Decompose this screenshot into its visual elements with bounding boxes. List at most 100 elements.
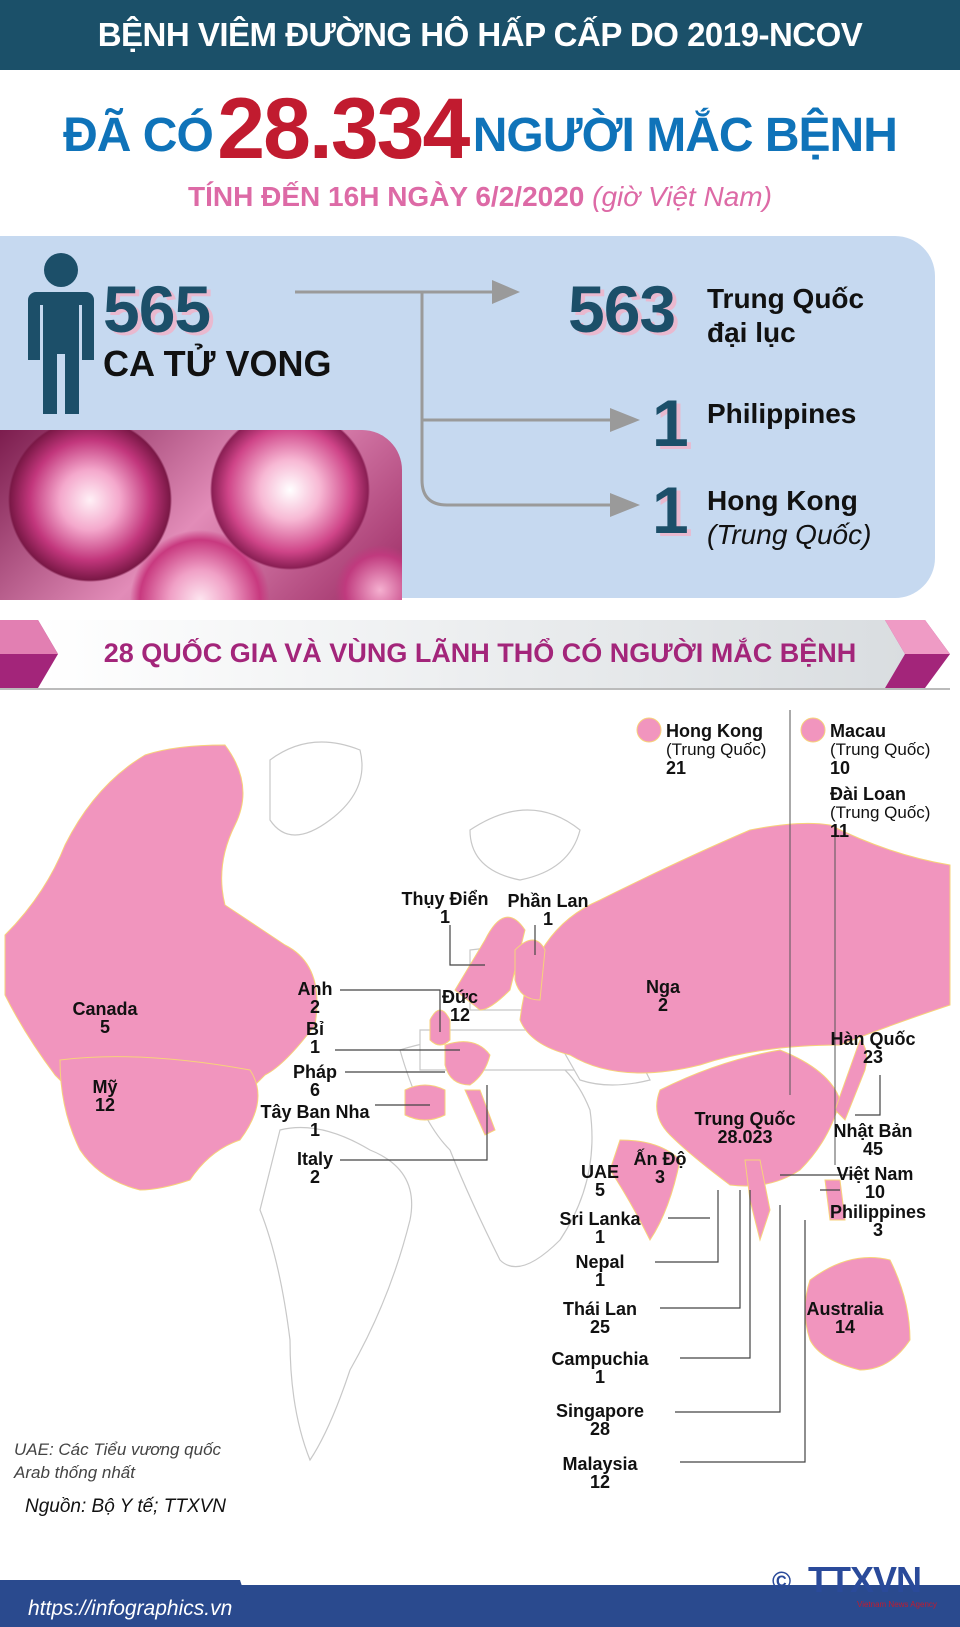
country-label: Phần Lan 1 [507, 892, 588, 928]
country-name: Thụy Điển [401, 889, 489, 909]
country-label: Australia 14 [806, 1300, 883, 1336]
country-label: Sri Lanka 1 [559, 1210, 640, 1246]
deaths-label: CA TỬ VONG [103, 343, 332, 384]
country-label: Pháp 6 [293, 1063, 337, 1099]
country-count: 28.023 [717, 1127, 773, 1147]
country-name: Nga [645, 977, 681, 997]
country-count: 12 [449, 1005, 471, 1025]
deaths-place-philippines: Philippines [707, 398, 857, 429]
country-label: Tây Ban Nha 1 [260, 1103, 369, 1139]
country-name: Canada [72, 999, 138, 1019]
country-name: Việt Nam [836, 1164, 914, 1184]
world-map [4, 710, 951, 1463]
country-name: Bỉ [306, 1019, 324, 1039]
country-count: 3 [872, 1220, 884, 1240]
country-name: Philippines [829, 1202, 927, 1222]
deaths-count-hongkong: 1 [652, 473, 689, 547]
territory-hongkong: Hong Kong (Trung Quốc) 21 [666, 721, 767, 778]
country-name: Singapore [555, 1401, 645, 1421]
country-label: Bỉ 1 [306, 1020, 324, 1056]
footer-url[interactable]: https://infographics.vn [28, 1597, 233, 1620]
headline-suffix: NGƯỜI MẮC BỆNH [472, 109, 898, 162]
country-label: Campuchia 1 [551, 1350, 648, 1386]
virus-image [0, 430, 402, 600]
footer-bar [0, 1580, 960, 1627]
country-count: 12 [94, 1095, 116, 1115]
country-label: Mỹ 12 [92, 1078, 117, 1114]
country-label: Philippines 3 [830, 1203, 926, 1239]
banner-title: 28 QUỐC GIA VÀ VÙNG LÃNH THỔ CÓ NGƯỜI MẮ… [103, 638, 857, 668]
country-label: UAE 5 [581, 1163, 619, 1199]
headline: ĐÃ CÓ 28.334 NGƯỜI MẮC BỆNH [0, 86, 960, 172]
country-count: 2 [657, 995, 669, 1015]
country-label: Canada 5 [72, 1000, 137, 1036]
country-name: Campuchia [551, 1349, 649, 1369]
country-count: 3 [654, 1167, 665, 1187]
country-count: 12 [589, 1472, 611, 1492]
country-count: 1 [542, 909, 554, 929]
copyright-icon: © [772, 1566, 792, 1596]
country-label: Đức 12 [442, 988, 478, 1024]
country-count: 10 [864, 1182, 886, 1202]
country-count: 45 [862, 1139, 884, 1159]
country-count: 6 [309, 1080, 321, 1100]
country-name: Trung Quốc [694, 1109, 796, 1129]
headline-number: 28.334 [217, 81, 470, 177]
subtitle: TÍNH ĐẾN 16H NGÀY 6/2/2020 (giờ Việt Nam… [0, 180, 960, 214]
country-name: Sri Lanka [559, 1209, 641, 1229]
country-label: Ấn Độ 3 [634, 1150, 687, 1186]
logo-subtitle: Vietnam News Agency [857, 1600, 937, 1609]
country-label: Trung Quốc 28.023 [695, 1110, 796, 1146]
country-name: Nhật Bản [833, 1121, 913, 1141]
source: Nguồn: Bộ Y tế; TTXVN [25, 1496, 227, 1517]
banner-bg [0, 620, 950, 690]
deaths-place-china: Trung Quốc đại lục [707, 283, 865, 348]
country-name: Malaysia [562, 1454, 638, 1474]
country-count: 5 [99, 1017, 110, 1037]
country-name: Phần Lan [507, 891, 589, 911]
uae-note: UAE: Các Tiểu vương quốc Arab thống nhất [14, 1440, 222, 1482]
country-label: Hàn Quốc 23 [830, 1030, 915, 1066]
country-label: Singapore 28 [556, 1402, 644, 1438]
country-name: Anh [297, 979, 333, 999]
territory-taiwan: Đài Loan (Trung Quốc) 11 [830, 784, 931, 841]
breakdown-arrows [295, 280, 640, 517]
country-name: Pháp [292, 1062, 338, 1082]
territory-macau: Macau (Trung Quốc) 10 [830, 721, 931, 778]
country-count: 14 [834, 1317, 856, 1337]
deaths-place-hongkong: Hong Kong (Trung Quốc) [707, 485, 872, 550]
ttxvn-logo: TTXVN [808, 1559, 922, 1600]
country-count: 5 [594, 1180, 606, 1200]
country-label: Malaysia 12 [562, 1455, 637, 1491]
country-name: Đức [441, 987, 479, 1007]
country-count: 1 [309, 1037, 320, 1057]
deaths-total: 565 [103, 272, 211, 346]
deaths-count-china: 563 [568, 272, 676, 346]
country-count: 1 [594, 1367, 605, 1387]
country-label: Nga 2 [646, 978, 680, 1014]
country-count: 28 [589, 1419, 611, 1439]
country-count: 1 [594, 1227, 606, 1247]
country-name: Thái Lan [562, 1299, 638, 1319]
country-label: Nhật Bản 45 [833, 1122, 912, 1158]
deaths-count-philippines: 1 [652, 386, 689, 460]
header-title: BỆNH VIÊM ĐƯỜNG HÔ HẤP CẤP DO 2019-NCOV [0, 0, 960, 70]
country-label: Thụy Điển 1 [401, 890, 488, 926]
country-name: Italy [296, 1149, 334, 1169]
country-count: 23 [862, 1047, 884, 1067]
country-count: 2 [309, 1167, 320, 1187]
country-name: Hàn Quốc [830, 1029, 916, 1049]
country-name: Nepal [575, 1252, 625, 1272]
subtitle-date: TÍNH ĐẾN 16H NGÀY 6/2/2020 [188, 181, 585, 212]
country-name: Mỹ [92, 1077, 118, 1097]
country-name: Australia [806, 1299, 884, 1319]
person-icon [28, 253, 94, 414]
country-count: 2 [309, 997, 320, 1017]
country-name: UAE [580, 1162, 620, 1182]
country-label: Italy 2 [297, 1150, 333, 1186]
country-name: Tây Ban Nha [260, 1102, 370, 1122]
country-label: Thái Lan 25 [563, 1300, 637, 1336]
subtitle-tz: (giờ Việt Nam) [592, 181, 772, 212]
country-label: Việt Nam 10 [837, 1165, 914, 1201]
country-count: 1 [439, 907, 451, 927]
